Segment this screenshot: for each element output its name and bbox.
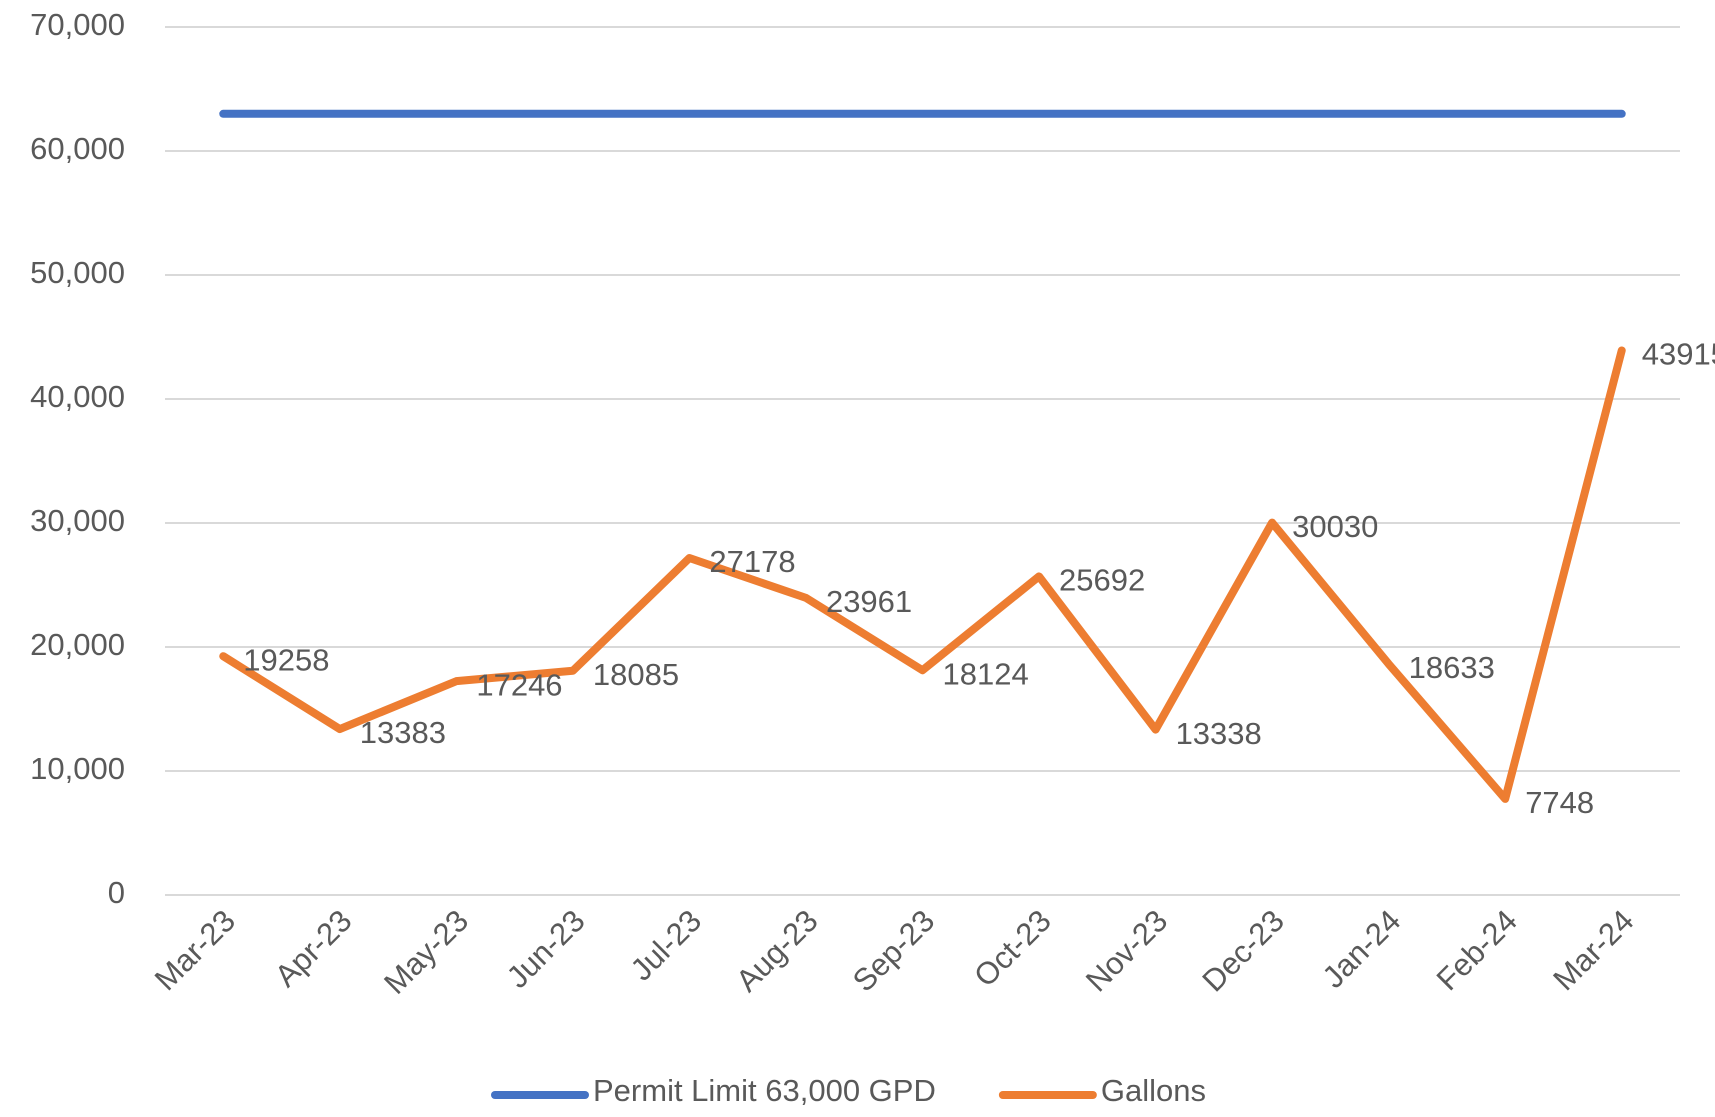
data-label: 13383 [360, 715, 446, 750]
data-label: 25692 [1059, 563, 1145, 598]
data-label: 19258 [243, 642, 329, 677]
y-tick-label: 70,000 [30, 7, 125, 42]
x-tick-label: Feb-24 [1430, 903, 1524, 997]
x-tick-label: Apr-23 [268, 903, 359, 994]
y-tick-label: 10,000 [30, 751, 125, 786]
x-tick-label: Mar-24 [1546, 903, 1640, 997]
x-tick-label: Jun-23 [500, 903, 592, 995]
data-label: 7748 [1525, 785, 1594, 820]
series-line [219, 346, 1626, 803]
x-tick-label: Mar-23 [148, 903, 242, 997]
y-tick-label: 60,000 [30, 131, 125, 166]
data-label: 13338 [1176, 716, 1262, 751]
legend-label: Permit Limit 63,000 GPD [593, 1073, 936, 1108]
x-tick-label: Sep-23 [846, 903, 941, 998]
y-tick-label: 40,000 [30, 379, 125, 414]
x-tick-label: Aug-23 [729, 903, 824, 998]
y-tick-label: 30,000 [30, 503, 125, 538]
data-label: 18633 [1409, 650, 1495, 685]
data-label: 18085 [593, 657, 679, 692]
x-tick-label: Jan-24 [1316, 903, 1408, 995]
x-tick-label: May-23 [377, 903, 475, 1001]
data-label: 43915 [1642, 337, 1715, 372]
y-tick-label: 20,000 [30, 627, 125, 662]
x-tick-label: Oct-23 [967, 903, 1058, 994]
data-label: 27178 [709, 544, 795, 579]
x-tick-label: Nov-23 [1079, 903, 1174, 998]
y-tick-label: 50,000 [30, 255, 125, 290]
data-label: 23961 [826, 584, 912, 619]
x-tick-label: Dec-23 [1195, 903, 1290, 998]
data-label: 30030 [1292, 509, 1378, 544]
data-label: 18124 [943, 656, 1029, 691]
y-tick-label: 0 [108, 875, 125, 910]
legend-label: Gallons [1101, 1073, 1206, 1108]
x-tick-label: Jul-23 [624, 903, 708, 987]
data-label: 17246 [476, 667, 562, 702]
